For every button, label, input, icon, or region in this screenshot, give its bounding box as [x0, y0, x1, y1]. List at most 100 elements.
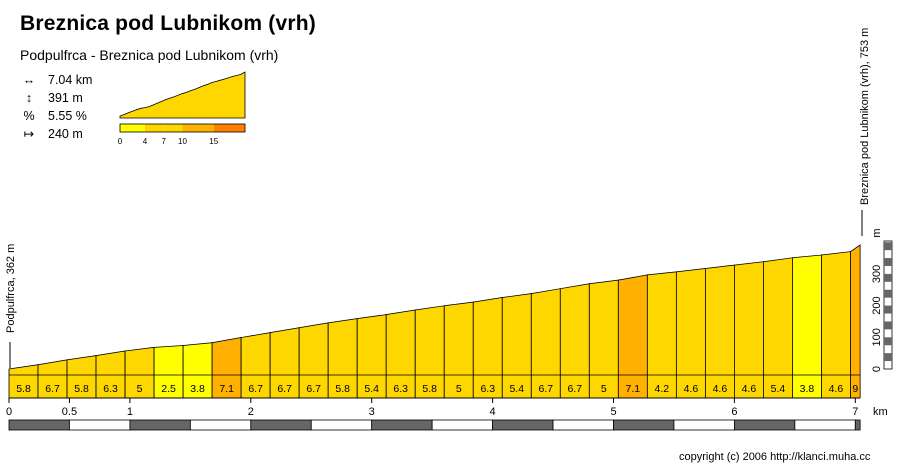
- y-axis-block: [884, 321, 892, 330]
- scale-bar-block: [189, 419, 252, 431]
- scale-bar-block: [310, 419, 373, 431]
- stat-segment-length-value: 240 m: [48, 127, 83, 141]
- legend-color-band: [182, 124, 214, 132]
- end-label: Breznica pod Lubnikom (vrh), 753 m: [859, 28, 871, 205]
- segment-gradient-label: 6.7: [306, 383, 321, 395]
- segment-gradient-label: 6.3: [103, 383, 118, 395]
- gradient-segments: [8, 244, 861, 399]
- elevation-gain-icon: ↕: [25, 91, 33, 105]
- segment-gradient-label: 6.7: [45, 383, 60, 395]
- scale-bar-block: [69, 419, 131, 431]
- x-tick-label: 0.5: [62, 406, 77, 418]
- segment-gradient-label: 6.7: [538, 383, 553, 395]
- segment-gradient-label: 6.3: [480, 383, 495, 395]
- segment-gradient-label: 3.8: [800, 383, 815, 395]
- segment-gradient-label: 4.6: [713, 383, 728, 395]
- stat-gradient-value: 5.55 %: [48, 109, 87, 123]
- scale-bar-block: [854, 419, 861, 431]
- scale-bar-block: [129, 419, 191, 431]
- y-tick-label: 300: [871, 265, 883, 283]
- scale-bar-block: [613, 419, 675, 431]
- mini-profile-shape: [119, 71, 246, 119]
- x-axis: 0 0.5 1 2 3 4 5 6 7 km: [6, 397, 888, 418]
- distance-scale-bar: [8, 419, 861, 431]
- mini-profile-overview: [119, 71, 246, 119]
- segment-gradient-label: 2.5: [161, 383, 176, 395]
- y-axis-unit: m: [871, 228, 883, 237]
- gradient-segment: [734, 261, 764, 399]
- y-axis: 0 100 200 300 m: [871, 228, 893, 372]
- y-axis-block: [884, 337, 892, 346]
- scale-bar-block: [371, 419, 433, 431]
- copyright-note: copyright (c) 2006 http://klanci.muha.cc: [679, 451, 871, 463]
- x-tick-label: 4: [490, 406, 496, 418]
- legend-tick-label: 0: [118, 137, 123, 146]
- scale-bar-block: [552, 419, 614, 431]
- scale-bar-block: [8, 419, 70, 431]
- segment-gradient-label: 5.8: [74, 383, 89, 395]
- segment-gradient-label: 5.8: [335, 383, 350, 395]
- y-axis-block: [884, 258, 892, 266]
- x-tick-label: 7: [852, 406, 858, 418]
- y-axis-block: [884, 273, 892, 282]
- gradient-segment: [617, 274, 648, 399]
- segment-gradient-label: 4.6: [742, 383, 757, 395]
- segment-gradient-label: 5.4: [509, 383, 524, 395]
- gradient-segment: [530, 288, 561, 399]
- y-axis-bar: [883, 240, 893, 370]
- scale-bar-block: [673, 419, 735, 431]
- segment-gradient-label: 5: [601, 383, 607, 395]
- x-tick-label: 2: [248, 406, 254, 418]
- legend-tick-label: 10: [178, 137, 187, 146]
- page-title: Breznica pod Lubnikom (vrh): [20, 12, 316, 35]
- scale-bar-block: [250, 419, 312, 431]
- y-axis-block: [884, 353, 892, 362]
- legend-color-band: [163, 124, 183, 132]
- segment-gradient-label: 7.1: [219, 383, 234, 395]
- distance-icon: ↔: [22, 73, 36, 87]
- gradient-segment: [559, 283, 590, 399]
- stat-gradient: % 5.55 %: [18, 108, 87, 124]
- segment-gradient-label: 6.7: [568, 383, 583, 395]
- gradient-segment: [792, 254, 822, 399]
- start-label: Podpulfrca, 362 m: [5, 244, 17, 333]
- y-tick-label: 100: [871, 328, 883, 346]
- segment-gradient-label: 5: [137, 383, 143, 395]
- stat-elevation-gain-value: 391 m: [48, 91, 83, 105]
- gradient-color-legend: 0 4 7 10 15: [118, 123, 246, 146]
- legend-tick-label: 4: [143, 137, 148, 146]
- scale-bar-block: [431, 419, 493, 431]
- route-subtitle: Podpulfrca - Breznica pod Lubnikom (vrh): [20, 47, 279, 63]
- scale-bar-block: [492, 419, 554, 431]
- segment-gradient-label: 7.1: [626, 383, 641, 395]
- gradient-segment: [763, 257, 793, 399]
- segment-gradient-label: 5.8: [422, 383, 437, 395]
- gradient-segment: [588, 279, 619, 399]
- endpoint-labels: Podpulfrca, 362 m Breznica pod Lubnikom …: [5, 28, 871, 368]
- x-tick-label: 6: [731, 406, 737, 418]
- segment-gradient-label: 4.6: [684, 383, 699, 395]
- y-tick-label: 0: [871, 366, 883, 372]
- stat-distance: ↔ 7.04 km: [18, 72, 93, 88]
- segment-gradient-label: 4.2: [655, 383, 670, 395]
- scale-bar-block: [734, 419, 796, 431]
- y-axis-block: [884, 242, 892, 251]
- legend-color-band: [120, 124, 145, 132]
- segment-gradient-label: 5.4: [771, 383, 786, 395]
- segment-gradient-label: 5.4: [364, 383, 379, 395]
- x-tick-label: 0: [6, 406, 12, 418]
- legend-tick-label: 7: [162, 137, 167, 146]
- x-tick-label: 1: [127, 406, 133, 418]
- y-tick-label: 200: [871, 296, 883, 314]
- stat-elevation-gain: ↕ 391 m: [18, 90, 83, 106]
- legend-color-band: [145, 124, 164, 132]
- gradient-segment: [646, 271, 677, 399]
- segment-gradient-label: 6.7: [248, 383, 263, 395]
- x-axis-unit: km: [873, 406, 888, 418]
- x-tick-label: 3: [369, 406, 375, 418]
- gradient-segment: [675, 268, 706, 399]
- legend-frame: [119, 123, 246, 133]
- gradient-segment: [704, 264, 735, 399]
- x-tick-label: 5: [610, 406, 616, 418]
